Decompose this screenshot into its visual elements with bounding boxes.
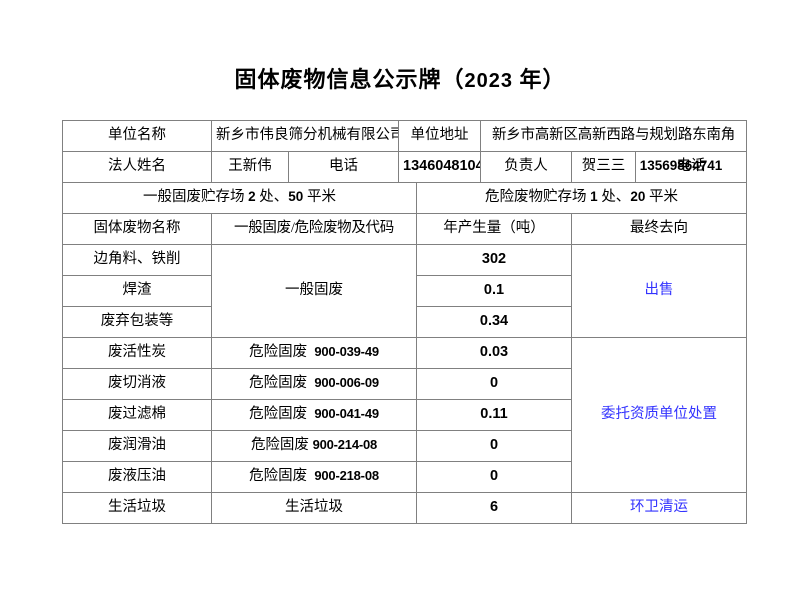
header-cell-amount: 年产生量（吨） xyxy=(416,213,572,245)
cell-value-company: 新乡市伟良筛分机械有限公司 xyxy=(211,120,399,152)
cell-waste-category: 危险固废 900-218-08 xyxy=(211,461,417,493)
cell-hazard-storage: 危险废物贮存场 1 处、20 平米 xyxy=(415,182,748,214)
cell-waste-amount: 0.11 xyxy=(416,399,572,431)
cell-waste-amount: 0 xyxy=(416,430,572,462)
cell-waste-name: 边角料、铁削 xyxy=(62,244,212,276)
table-row: 废切消液 危险固废 900-006-09 0 xyxy=(62,368,747,400)
table-row: 废润滑油 危险固废 900-214-08 0 xyxy=(62,430,747,462)
category-code: 900-041-49 xyxy=(314,406,379,422)
cell-waste-category: 生活垃圾 xyxy=(211,492,417,524)
header-cell-name: 固体废物名称 xyxy=(62,213,212,245)
table-row: 废过滤棉 危险固废 900-041-49 0.11 xyxy=(62,399,747,431)
cell-general-storage: 一般固废贮存场 2 处、50 平米 xyxy=(62,182,417,214)
cell-waste-amount: 0.1 xyxy=(416,275,572,307)
category-code: 900-006-09 xyxy=(314,375,379,391)
category-text: 危险固废 xyxy=(249,344,308,361)
cell-label-manager: 负责人 xyxy=(480,151,572,183)
table-row: 边角料、铁削 一般固废 302 出售 xyxy=(62,244,748,338)
cell-label-legal-person: 法人姓名 xyxy=(62,151,212,183)
cell-label-phone-1: 电话 xyxy=(288,151,399,183)
cell-waste-name: 废活性炭 xyxy=(62,337,212,369)
table-row: 废活性炭 危险固废 900-039-49 0.03 委托资质单位处置 xyxy=(62,337,748,493)
table-row: 废弃包装等 0.34 xyxy=(62,306,747,338)
cell-label-phone-2: 电话 xyxy=(634,151,748,183)
hazard-storage-area: 20 xyxy=(630,189,646,205)
cell-waste-category-general: 一般固废 xyxy=(211,244,417,338)
cell-waste-name: 废切消液 xyxy=(62,368,212,400)
hazard-storage-count: 1 xyxy=(590,189,598,205)
solid-waste-info-table: 单位名称 新乡市伟良筛分机械有限公司 单位地址 新乡市高新区高新西路与规划路东南… xyxy=(62,120,748,524)
cell-waste-amount: 0.03 xyxy=(416,337,572,369)
cell-waste-destination-general: 出售 xyxy=(570,244,748,338)
page-title: 固体废物信息公示牌（2023 年） xyxy=(0,62,800,94)
cell-waste-amount: 302 xyxy=(416,244,572,276)
table-row: 生活垃圾 生活垃圾 6 环卫清运 xyxy=(62,492,748,524)
header-cell-destination: 最终去向 xyxy=(570,213,748,245)
cell-waste-amount: 6 xyxy=(416,492,572,524)
category-text: 危险固废 xyxy=(249,406,308,423)
cell-waste-name: 废液压油 xyxy=(62,461,212,493)
cell-value-legal-person: 王新伟 xyxy=(211,151,289,183)
cell-waste-amount: 0.34 xyxy=(416,306,572,338)
cell-label-address: 单位地址 xyxy=(398,120,481,152)
cell-waste-name: 废弃包装等 xyxy=(62,306,212,338)
header-cell-category: 一般固废/危险废物及代码 xyxy=(211,213,417,245)
page-title-tail: 年） xyxy=(513,67,566,92)
page-title-year: 2023 xyxy=(464,70,513,92)
cell-waste-category: 危险固废 900-214-08 xyxy=(211,430,417,462)
cell-waste-name: 废过滤棉 xyxy=(62,399,212,431)
category-text: 危险固废 xyxy=(250,437,309,454)
cell-waste-name: 焊渣 xyxy=(62,275,212,307)
cell-waste-category: 危险固废 900-039-49 xyxy=(211,337,417,369)
category-text: 危险固废 xyxy=(249,375,308,392)
cell-waste-name: 生活垃圾 xyxy=(62,492,212,524)
cell-waste-destination-domestic: 环卫清运 xyxy=(570,492,748,524)
table-row-contacts: 法人姓名 王新伟 电话 13460481045 负责人 贺三三 电话 xyxy=(62,151,748,183)
phone-2-value-overlay: 13569864741 xyxy=(639,157,723,173)
general-storage-area: 50 xyxy=(288,189,304,205)
category-code: 900-039-49 xyxy=(314,344,379,360)
table-row: 焊渣 0.1 xyxy=(62,275,747,307)
general-storage-count: 2 xyxy=(248,189,256,205)
cell-label-company: 单位名称 xyxy=(62,120,212,152)
cell-waste-category: 危险固废 900-041-49 xyxy=(211,399,417,431)
cell-value-phone-1: 13460481045 xyxy=(398,151,481,183)
table-row-storage: 一般固废贮存场 2 处、50 平米 危险废物贮存场 1 处、20 平米 xyxy=(62,182,748,214)
cell-value-address: 新乡市高新区高新西路与规划路东南角 xyxy=(479,120,748,152)
cell-waste-name: 废润滑油 xyxy=(62,430,212,462)
category-text: 危险固废 xyxy=(249,468,308,485)
table-header-row: 固体废物名称 一般固废/危险废物及代码 年产生量（吨） 最终去向 xyxy=(62,213,748,245)
cell-waste-category: 危险固废 900-006-09 xyxy=(211,368,417,400)
cell-waste-amount: 0 xyxy=(416,461,572,493)
category-code: 900-218-08 xyxy=(314,468,379,484)
cell-waste-amount: 0 xyxy=(416,368,572,400)
cell-waste-destination-hazard: 委托资质单位处置 xyxy=(570,337,748,493)
table-row-company: 单位名称 新乡市伟良筛分机械有限公司 单位地址 新乡市高新区高新西路与规划路东南… xyxy=(62,120,748,152)
category-code: 900-214-08 xyxy=(312,437,378,453)
page-title-main: 固体废物信息公示牌（ xyxy=(234,67,465,92)
